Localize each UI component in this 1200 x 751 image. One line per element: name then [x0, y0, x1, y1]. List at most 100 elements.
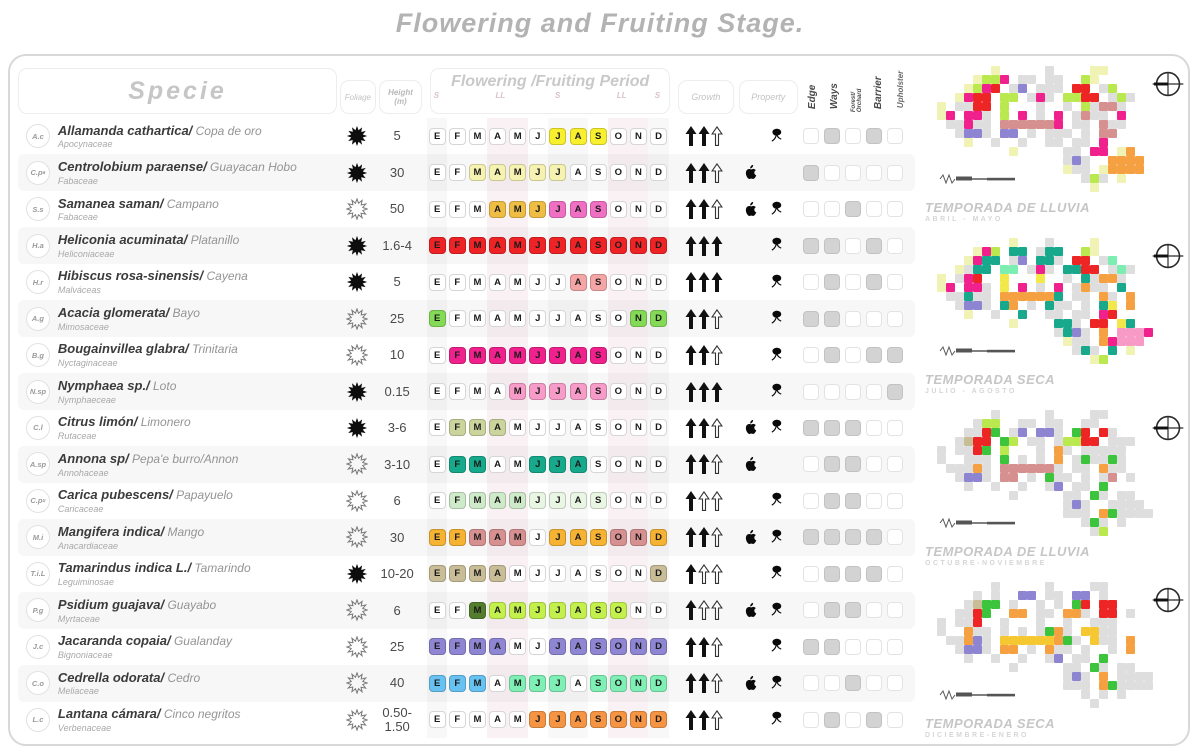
- use-checkbox-barrier[interactable]: [866, 711, 883, 728]
- use-checkbox-barrier[interactable]: [866, 492, 883, 509]
- use-checkbox-ways[interactable]: [824, 419, 841, 436]
- use-checkbox-forest-orchard[interactable]: [845, 164, 862, 181]
- use-checkbox-edge[interactable]: [803, 237, 820, 254]
- use-checkbox-forest-orchard[interactable]: [845, 492, 862, 509]
- use-checkbox-edge[interactable]: [803, 164, 820, 181]
- use-checkbox-ways[interactable]: [824, 164, 841, 181]
- use-checkbox-upholster[interactable]: [887, 602, 904, 619]
- use-checkbox-barrier[interactable]: [866, 164, 883, 181]
- use-checkbox-edge[interactable]: [803, 310, 820, 327]
- use-checkbox-barrier[interactable]: [866, 565, 883, 582]
- use-checkbox-upholster[interactable]: [887, 128, 904, 145]
- use-checkbox-edge[interactable]: [803, 565, 820, 582]
- use-checkbox-forest-orchard[interactable]: [845, 128, 862, 145]
- use-checkbox-upholster[interactable]: [887, 419, 904, 436]
- month-column: S: [588, 702, 608, 738]
- month-cell: D: [650, 674, 668, 692]
- month-column: M: [467, 519, 487, 555]
- month-column: M: [467, 154, 487, 190]
- use-checkbox-forest-orchard[interactable]: [845, 310, 862, 327]
- use-checkbox-edge[interactable]: [803, 456, 820, 473]
- north-compass-icon: [1152, 243, 1184, 269]
- use-checkbox-edge[interactable]: [803, 128, 820, 145]
- use-checkbox-ways[interactable]: [824, 529, 841, 546]
- use-checkbox-barrier[interactable]: [866, 602, 883, 619]
- use-checkbox-forest-orchard[interactable]: [845, 419, 862, 436]
- use-checkbox-barrier[interactable]: [866, 274, 883, 291]
- use-checkbox-barrier[interactable]: [866, 383, 883, 400]
- use-checkbox-ways[interactable]: [824, 310, 841, 327]
- use-checkbox-edge[interactable]: [803, 675, 820, 692]
- use-checkbox-upholster[interactable]: [887, 274, 904, 291]
- use-checkbox-forest-orchard[interactable]: [845, 383, 862, 400]
- use-checkbox-upholster[interactable]: [887, 529, 904, 546]
- use-checkbox-upholster[interactable]: [887, 201, 904, 218]
- use-checkbox-ways[interactable]: [824, 383, 841, 400]
- month-column: O: [608, 592, 629, 629]
- use-checkbox-ways[interactable]: [824, 675, 841, 692]
- use-checkbox-forest-orchard[interactable]: [845, 638, 862, 655]
- use-checkbox-ways[interactable]: [824, 274, 841, 291]
- use-checkbox-edge[interactable]: [803, 274, 820, 291]
- use-checkbox-barrier[interactable]: [866, 347, 883, 364]
- use-checkbox-barrier[interactable]: [866, 529, 883, 546]
- use-checkbox-forest-orchard[interactable]: [845, 711, 862, 728]
- use-checkbox-edge[interactable]: [803, 347, 820, 364]
- use-checkbox-upholster[interactable]: [887, 237, 904, 254]
- use-checkbox-barrier[interactable]: [866, 419, 883, 436]
- month-cell: D: [650, 200, 668, 218]
- use-checkbox-upholster[interactable]: [887, 347, 904, 364]
- use-checkbox-edge[interactable]: [803, 602, 820, 619]
- use-checkbox-upholster[interactable]: [887, 565, 904, 582]
- use-checkbox-edge[interactable]: [803, 711, 820, 728]
- map-cell: [1018, 247, 1027, 256]
- use-checkbox-edge[interactable]: [803, 492, 820, 509]
- use-checkbox-upholster[interactable]: [887, 383, 904, 400]
- use-checkbox-ways[interactable]: [824, 237, 841, 254]
- use-checkbox-edge[interactable]: [803, 529, 820, 546]
- month-cell: M: [468, 164, 486, 182]
- map-cell: [1126, 473, 1135, 482]
- use-checkbox-forest-orchard[interactable]: [845, 237, 862, 254]
- use-checkbox-edge[interactable]: [803, 419, 820, 436]
- use-checkbox-forest-orchard[interactable]: [845, 529, 862, 546]
- use-checkbox-edge[interactable]: [803, 201, 820, 218]
- use-checkbox-ways[interactable]: [824, 492, 841, 509]
- growth-arrow-solid-icon: [698, 673, 710, 694]
- use-checkbox-edge[interactable]: [803, 383, 820, 400]
- use-checkbox-upholster[interactable]: [887, 711, 904, 728]
- use-checkbox-upholster[interactable]: [887, 456, 904, 473]
- use-checkbox-ways[interactable]: [824, 347, 841, 364]
- use-checkbox-upholster[interactable]: [887, 310, 904, 327]
- use-checkbox-ways[interactable]: [824, 565, 841, 582]
- use-checkbox-ways[interactable]: [824, 201, 841, 218]
- use-checkbox-barrier[interactable]: [866, 237, 883, 254]
- use-checkbox-upholster[interactable]: [887, 675, 904, 692]
- use-checkbox-edge[interactable]: [803, 638, 820, 655]
- use-checkbox-ways[interactable]: [824, 638, 841, 655]
- use-checkbox-barrier[interactable]: [866, 310, 883, 327]
- use-checkbox-barrier[interactable]: [866, 201, 883, 218]
- map-cell: [1081, 84, 1090, 93]
- use-checkbox-forest-orchard[interactable]: [845, 675, 862, 692]
- use-checkbox-barrier[interactable]: [866, 128, 883, 145]
- use-checkbox-ways[interactable]: [824, 711, 841, 728]
- use-checkbox-forest-orchard[interactable]: [845, 347, 862, 364]
- use-checkbox-ways[interactable]: [824, 602, 841, 619]
- map-cell: [1117, 663, 1126, 672]
- use-checkbox-forest-orchard[interactable]: [845, 565, 862, 582]
- use-checkbox-barrier[interactable]: [866, 456, 883, 473]
- use-checkbox-upholster[interactable]: [887, 492, 904, 509]
- use-checkbox-barrier[interactable]: [866, 675, 883, 692]
- use-checkbox-forest-orchard[interactable]: [845, 602, 862, 619]
- use-checkbox-forest-orchard[interactable]: [845, 274, 862, 291]
- use-checkbox-upholster[interactable]: [887, 164, 904, 181]
- use-checkbox-forest-orchard[interactable]: [845, 456, 862, 473]
- use-checkbox-ways[interactable]: [824, 128, 841, 145]
- use-checkbox-upholster[interactable]: [887, 638, 904, 655]
- map-cell: [1081, 129, 1090, 138]
- month-cell: M: [509, 711, 527, 729]
- use-checkbox-ways[interactable]: [824, 456, 841, 473]
- use-checkbox-barrier[interactable]: [866, 638, 883, 655]
- use-checkbox-forest-orchard[interactable]: [845, 201, 862, 218]
